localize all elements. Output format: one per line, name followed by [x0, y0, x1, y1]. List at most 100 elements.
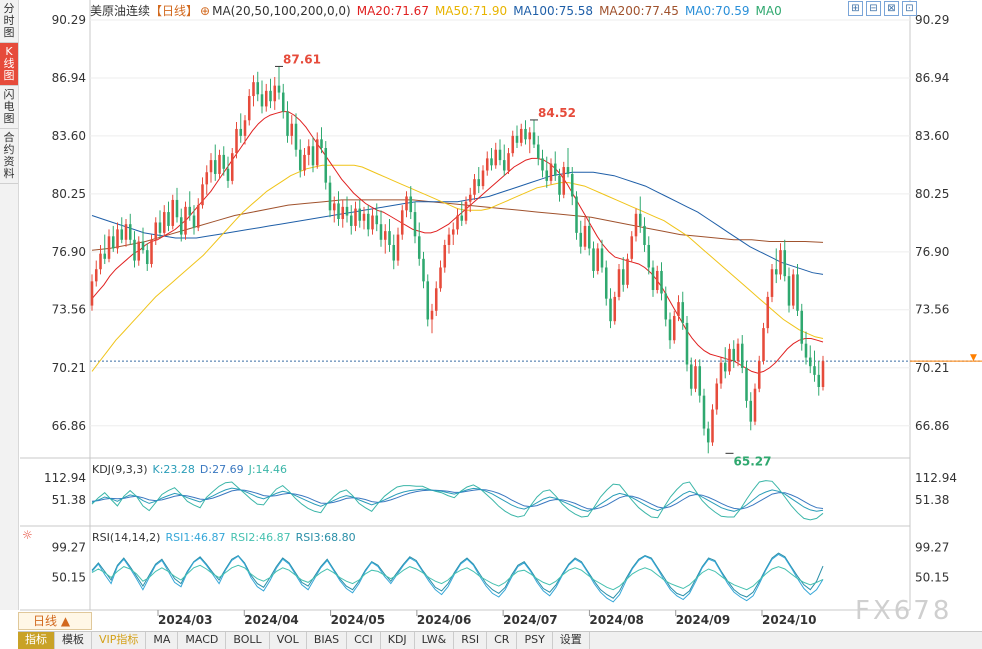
indicator-tab-ma[interactable]: MA: [146, 632, 179, 649]
candle: [90, 274, 94, 311]
collapse-icon[interactable]: ⊟: [866, 1, 881, 16]
indicator-tab-cci[interactable]: CCI: [347, 632, 381, 649]
period-tag[interactable]: 【日线】: [150, 4, 199, 18]
candle-body: [575, 196, 578, 233]
candle-body: [460, 215, 464, 221]
candle-body: [145, 250, 149, 265]
candle-body: [400, 210, 404, 235]
candle: [804, 331, 808, 365]
candle-body: [175, 199, 179, 218]
candle-body: [749, 400, 753, 422]
candle: [222, 146, 226, 176]
candle: [541, 149, 544, 178]
period-select[interactable]: 日线 ▲: [18, 612, 92, 630]
date-tick-label: 2024/06: [417, 613, 471, 627]
kdj_k-line: [91, 487, 824, 512]
rsi1-line: [91, 553, 824, 603]
candle: [366, 205, 370, 237]
candle: [685, 315, 689, 372]
candle: [711, 404, 714, 446]
expand-icon[interactable]: ⊞: [848, 1, 863, 16]
candle-body: [524, 128, 527, 140]
candle: [324, 141, 328, 190]
candle-body: [753, 388, 757, 422]
layout-icon[interactable]: ⊡: [902, 1, 917, 16]
candle: [417, 222, 421, 266]
indicator-tab-psy[interactable]: PSY: [517, 632, 553, 649]
settings-icon[interactable]: ⊕: [200, 4, 211, 18]
candle: [230, 147, 234, 185]
price-tick-right: 83.60: [915, 129, 949, 143]
indicator-tab-lw[interactable]: LW&: [415, 632, 455, 649]
candle-body: [332, 203, 336, 211]
candle-body: [821, 361, 825, 387]
candle-body: [349, 215, 353, 226]
candle: [660, 262, 663, 301]
candle-body: [634, 213, 638, 237]
candle: [821, 355, 825, 391]
indicator-tab-cr[interactable]: CR: [487, 632, 518, 649]
indicator-tab-[interactable]: 设置: [553, 632, 590, 649]
candle-body: [409, 196, 413, 213]
candle-body: [468, 194, 472, 202]
candle: [728, 343, 731, 375]
candle-body: [528, 132, 532, 140]
side-tab-3[interactable]: 合约资料: [0, 129, 18, 184]
candle: [154, 217, 158, 245]
candle: [286, 101, 289, 143]
candle-body: [774, 269, 778, 275]
candle: [298, 139, 302, 178]
candle: [243, 115, 247, 145]
sun-settings-icon: ☼: [22, 528, 33, 542]
price-tick-left: 73.56: [52, 303, 86, 317]
candle-body: [162, 212, 166, 233]
candle-body: [664, 293, 668, 320]
candle-body: [651, 267, 655, 291]
candle-body: [362, 213, 366, 221]
candle: [796, 264, 799, 316]
candle-body: [103, 253, 107, 259]
candle-body: [626, 258, 629, 285]
candle-body: [422, 258, 425, 282]
candle: [719, 357, 723, 389]
candle-body: [286, 111, 289, 136]
candle: [672, 310, 676, 344]
candle-body: [184, 206, 187, 235]
indicator-tab-[interactable]: 指标: [18, 632, 55, 649]
indicator-tab-vip[interactable]: VIP指标: [92, 632, 147, 649]
candle: [813, 350, 816, 382]
indicator-tab-boll[interactable]: BOLL: [226, 632, 270, 649]
candle: [502, 144, 506, 176]
side-tab-0[interactable]: 分时图: [0, 0, 18, 43]
candle-body: [426, 281, 430, 320]
indicator-tab-rsi[interactable]: RSI: [454, 632, 488, 649]
candle: [600, 239, 604, 273]
close-panel-icon[interactable]: ⊠: [884, 1, 899, 16]
candle: [303, 147, 306, 176]
candle-body: [375, 215, 379, 225]
candle: [770, 264, 774, 303]
indicator-tab-bias[interactable]: BIAS: [307, 632, 348, 649]
candle: [553, 151, 557, 181]
date-tick-label: 2024/10: [762, 613, 816, 627]
side-tab-2[interactable]: 闪电图: [0, 86, 18, 129]
indicator-tab-[interactable]: 模板: [55, 632, 92, 649]
candle: [260, 80, 264, 114]
candle-body: [660, 270, 663, 294]
indicator-tab-kdj[interactable]: KDJ: [381, 632, 415, 649]
price-annotations: 87.61 84.52 65.27: [275, 52, 771, 468]
candle: [715, 378, 719, 415]
indicator-tab-vol[interactable]: VOL: [270, 632, 307, 649]
candle: [558, 168, 561, 202]
candle-body: [757, 361, 761, 389]
indicator-toolbar: 指标 模板 VIP指标 MA MACD BOLL VOL BIAS CCI KDJ LW& RSI CR…: [18, 631, 982, 649]
candle-body: [94, 269, 98, 282]
candle: [468, 187, 472, 213]
candle: [426, 274, 430, 327]
candle: [171, 194, 175, 230]
indicator-tab-macd[interactable]: MACD: [178, 632, 227, 649]
candle-body: [439, 267, 442, 289]
candle-body: [570, 173, 574, 197]
